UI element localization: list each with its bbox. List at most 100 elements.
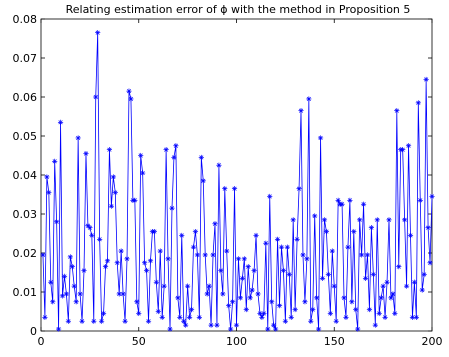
- data-point: [173, 143, 179, 149]
- data-point: [267, 193, 273, 200]
- data-point: [359, 252, 365, 258]
- data-point: [104, 258, 111, 264]
- y-tick-label: 0.02: [13, 247, 38, 260]
- data-point: [327, 310, 333, 317]
- data-point: [192, 228, 199, 235]
- data-point: [357, 217, 363, 223]
- data-point: [226, 303, 232, 309]
- data-point: [247, 295, 253, 301]
- data-point: [427, 260, 433, 266]
- data-point: [413, 314, 419, 320]
- data-point: [210, 252, 216, 258]
- data-point: [167, 326, 173, 332]
- data-point: [142, 260, 148, 266]
- data-point: [386, 217, 392, 223]
- data-point: [71, 283, 77, 289]
- data-point: [245, 264, 251, 270]
- data-point: [343, 314, 349, 320]
- data-point: [310, 306, 316, 313]
- data-point: [218, 267, 224, 274]
- data-point: [253, 232, 259, 239]
- data-point: [396, 264, 402, 270]
- data-point: [364, 252, 371, 258]
- data-point: [374, 217, 380, 223]
- data-point: [93, 94, 99, 100]
- data-point: [204, 291, 210, 297]
- data-point: [177, 314, 183, 320]
- data-point: [233, 322, 240, 328]
- y-tick-label: 0.05: [13, 130, 38, 143]
- data-point: [163, 147, 169, 153]
- data-point: [159, 314, 165, 320]
- data-point: [89, 232, 95, 239]
- data-point: [99, 318, 105, 324]
- data-point: [108, 203, 114, 209]
- data-point: [304, 256, 310, 262]
- data-point: [269, 299, 275, 305]
- data-point: [190, 244, 197, 250]
- data-point: [403, 283, 410, 289]
- data-point: [316, 326, 322, 332]
- data-point: [302, 299, 308, 305]
- data-point: [128, 96, 134, 102]
- data-point: [52, 158, 58, 164]
- data-point: [306, 96, 312, 102]
- data-point: [157, 248, 163, 254]
- data-point: [296, 186, 302, 192]
- data-point: [402, 217, 408, 223]
- data-point: [126, 88, 132, 94]
- data-point: [83, 150, 89, 157]
- data-point: [400, 147, 406, 153]
- data-point: [317, 135, 324, 141]
- data-point: [237, 295, 244, 301]
- data-point: [290, 217, 296, 223]
- data-point: [351, 228, 357, 235]
- data-point: [360, 201, 367, 207]
- data-point: [188, 306, 195, 313]
- data-point: [208, 322, 214, 328]
- y-tick-label: 0.04: [13, 169, 38, 182]
- data-point: [335, 197, 341, 203]
- data-point: [155, 308, 161, 315]
- data-point: [235, 256, 242, 262]
- data-point: [48, 279, 54, 285]
- data-point: [394, 108, 400, 114]
- data-point: [329, 248, 335, 254]
- data-point: [224, 248, 230, 254]
- data-point: [91, 318, 97, 324]
- data-point: [278, 244, 285, 250]
- data-point: [288, 314, 294, 320]
- data-point: [75, 135, 81, 141]
- data-point: [265, 326, 271, 332]
- data-point: [261, 310, 267, 317]
- data-point: [312, 213, 318, 219]
- data-point: [196, 314, 202, 320]
- data-point: [392, 310, 398, 317]
- data-point: [284, 244, 290, 250]
- x-tick-label: 200: [422, 335, 443, 348]
- data-point: [308, 318, 314, 324]
- data-point: [314, 295, 320, 301]
- data-point: [368, 225, 374, 231]
- data-point: [63, 291, 70, 297]
- data-point: [276, 303, 283, 309]
- data-point: [145, 318, 152, 324]
- data-point: [384, 279, 390, 285]
- data-point: [372, 322, 378, 328]
- data-point: [282, 318, 288, 324]
- data-point: [100, 310, 107, 317]
- x-tick-label: 0: [38, 335, 45, 348]
- data-point: [110, 174, 116, 180]
- data-point: [319, 275, 326, 281]
- data-point: [97, 236, 103, 242]
- data-point: [421, 271, 427, 278]
- data-point: [333, 318, 339, 324]
- y-tick-label: 0: [30, 325, 37, 338]
- data-point: [419, 287, 425, 293]
- data-point: [249, 287, 255, 293]
- data-point: [77, 291, 83, 297]
- data-point: [321, 217, 328, 223]
- data-point: [73, 299, 79, 305]
- data-point: [175, 295, 181, 301]
- series-layer: [40, 30, 435, 332]
